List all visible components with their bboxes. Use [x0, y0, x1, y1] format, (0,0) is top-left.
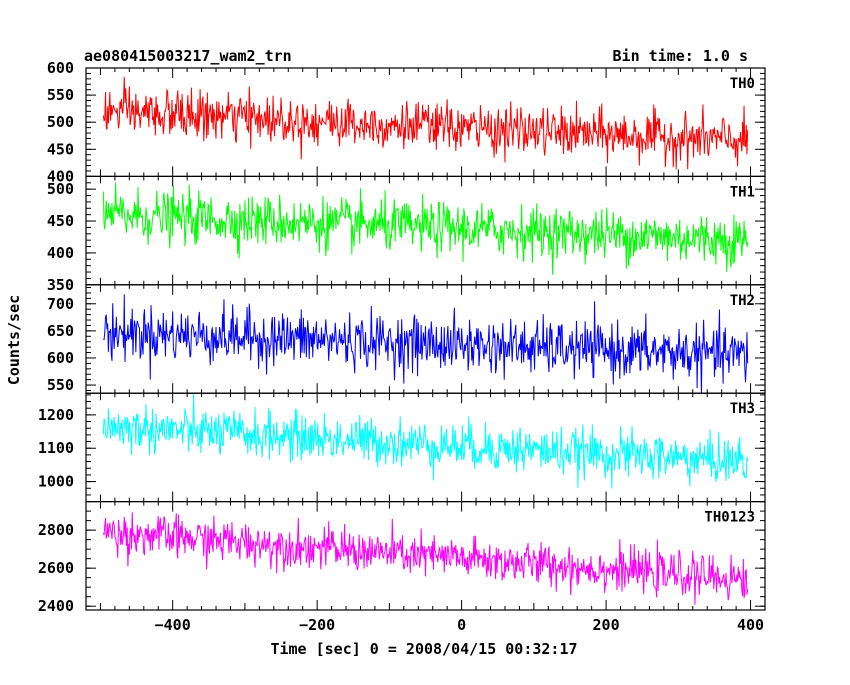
x-tick-label: 200	[593, 616, 620, 634]
y-tick-label: 350	[47, 276, 74, 294]
panel-name-th1: TH1	[730, 184, 755, 200]
x-axis-title: Time [sec] 0 = 2008/04/15 00:32:17	[270, 640, 577, 658]
series-line-th0123	[102, 512, 749, 605]
panel-th3: 1000 1100 1200 TH3	[38, 392, 766, 503]
y-tick-label: 550	[47, 86, 74, 104]
panel-frame	[85, 67, 766, 178]
y-tick-label: 600	[47, 59, 74, 77]
series-line-th1	[102, 182, 749, 275]
y-tick-label: 450	[47, 140, 74, 158]
panels-layer: 400 450 500 550 600 TH0 350 400 450 500 TH1 550 600 6…	[38, 59, 766, 634]
panel-name-th3: TH3	[730, 401, 755, 417]
x-tick-label: −200	[299, 616, 335, 634]
bin-time-label: Bin time: 1.0 s	[613, 47, 748, 65]
series-line-th3	[102, 393, 749, 489]
panel-name-th2: TH2	[730, 293, 755, 309]
y-tick-label: 450	[47, 212, 74, 230]
y-tick-label: 600	[47, 349, 74, 367]
y-tick-label: 2800	[38, 521, 74, 539]
y-tick-label: 650	[47, 322, 74, 340]
y-tick-label: 1200	[38, 406, 74, 424]
panel-th0: 400 450 500 550 600 TH0	[47, 59, 766, 185]
panel-frame	[85, 175, 766, 286]
y-tick-label: 400	[47, 167, 74, 185]
y-tick-label: 500	[47, 113, 74, 131]
y-tick-label: 1100	[38, 439, 74, 457]
panel-name-th0123: TH0123	[704, 510, 755, 526]
panel-th1: 350 400 450 500 TH1	[47, 175, 766, 294]
series-line-th0	[102, 76, 749, 170]
y-tick-label: 2400	[38, 597, 74, 615]
y-tick-label: 550	[47, 376, 74, 394]
panel-th0123: 2400 2600 2800 TH0123	[38, 501, 766, 615]
y-tick-label: 700	[47, 295, 74, 313]
panel-frame	[85, 501, 766, 611]
panel-name-th0: TH0	[730, 76, 755, 92]
panel-th2: 550 600 650 700 TH2	[47, 284, 766, 394]
y-tick-label: 400	[47, 244, 74, 262]
series-line-th2	[103, 294, 749, 394]
x-tick-label: 0	[457, 616, 466, 634]
y-tick-label: 500	[47, 180, 74, 198]
y-axis-title: Counts/sec	[5, 295, 23, 385]
x-tick-label: 400	[737, 616, 764, 634]
x-tick-label: −400	[155, 616, 191, 634]
y-tick-label: 2600	[38, 559, 74, 577]
y-tick-label: 1000	[38, 473, 74, 491]
chart-title: ae080415003217_wam2_trn	[84, 47, 292, 65]
